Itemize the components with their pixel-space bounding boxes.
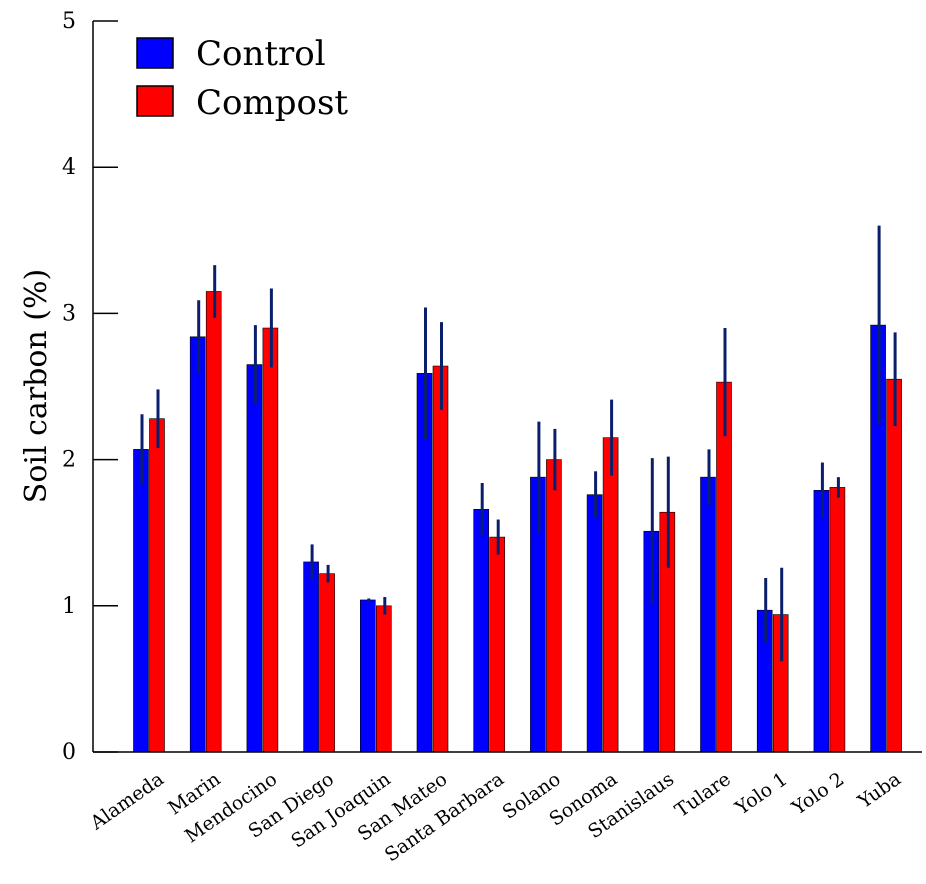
y-tick-label: 0 xyxy=(62,740,76,765)
x-tick-label: Yuba xyxy=(853,768,905,813)
bar-control xyxy=(303,561,319,753)
y-tick-label: 4 xyxy=(62,155,76,180)
x-tick-label: Tulare xyxy=(671,768,735,822)
bars xyxy=(133,225,902,753)
bar-compost xyxy=(546,459,562,753)
legend-swatch-control xyxy=(136,37,174,69)
bar-control xyxy=(700,476,716,753)
bar-compost xyxy=(829,487,846,753)
y-tick-label: 5 xyxy=(62,9,76,34)
bar-compost xyxy=(886,378,902,753)
x-tick-label: Yolo 2 xyxy=(787,768,848,820)
bar-control xyxy=(246,364,263,753)
legend-swatch-compost xyxy=(136,85,174,117)
legend-label-compost: Compost xyxy=(196,83,348,123)
bar-compost xyxy=(149,418,165,753)
bar-control xyxy=(133,449,149,753)
legend: Control Compost xyxy=(136,34,348,123)
bar-control xyxy=(473,509,490,753)
bar-control xyxy=(359,599,376,753)
bar-control xyxy=(189,336,206,753)
bar-compost xyxy=(489,536,506,753)
y-tick-label: 1 xyxy=(62,594,76,619)
bar-compost xyxy=(319,573,335,753)
legend-label-control: Control xyxy=(196,34,326,74)
bar-control xyxy=(586,494,603,753)
y-axis-title: Soil carbon (%) xyxy=(19,269,54,503)
y-tick-label: 3 xyxy=(62,301,76,326)
bar-compost xyxy=(205,291,222,753)
bar-compost xyxy=(432,365,449,753)
bar-compost xyxy=(262,327,279,753)
y-tick-label: 2 xyxy=(62,448,76,473)
bar-compost xyxy=(375,605,392,753)
y-axis: 0 1 2 3 4 5 xyxy=(62,9,118,765)
bar-control xyxy=(813,490,830,753)
x-tick-label: Yolo 1 xyxy=(731,768,792,820)
bar-compost xyxy=(716,381,732,753)
bar-compost xyxy=(602,437,619,753)
x-tick-label: Alameda xyxy=(86,768,168,835)
